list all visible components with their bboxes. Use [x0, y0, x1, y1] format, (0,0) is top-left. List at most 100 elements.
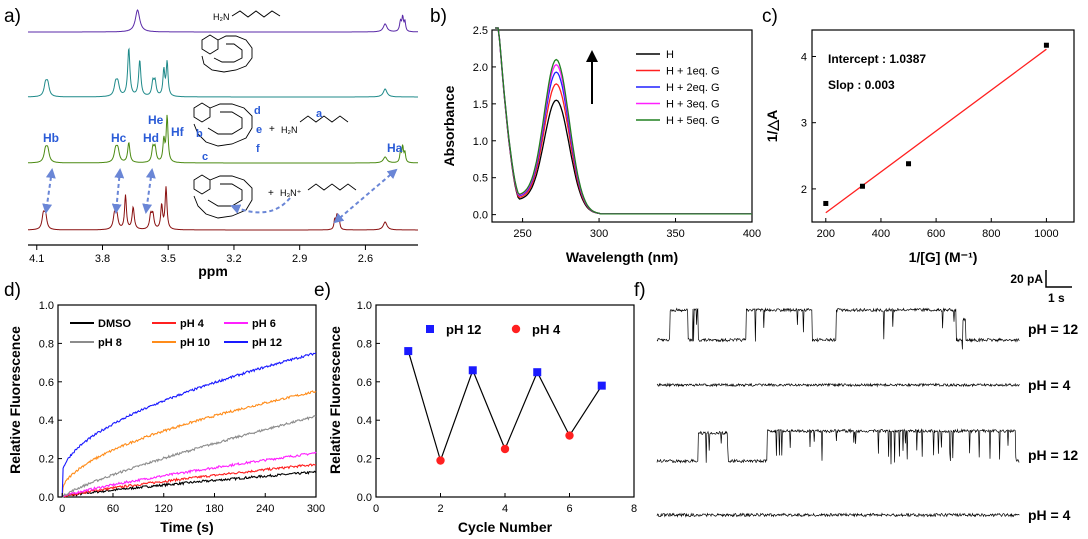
- intercept-annotation: Intercept : 1.0387: [828, 52, 926, 66]
- time-y-tick-label: 0.6: [39, 377, 54, 389]
- time-curve-5: [61, 390, 317, 498]
- cycle-y-tick-label: 0.8: [357, 338, 372, 350]
- nmr-tick-label: 3.8: [95, 253, 110, 265]
- uv-x-tick-label: 350: [666, 228, 684, 240]
- cycle-marks: [404, 347, 606, 465]
- fit-ticks: 200 400 600 800 1000 2 3 4: [801, 51, 1059, 240]
- uv-legend-label: H + 3eq. G: [666, 99, 720, 111]
- time-y-tick-label: 0.2: [39, 454, 54, 466]
- uv-y-tick-label: 2.5: [473, 25, 488, 37]
- amine-group-label: H₂N: [213, 12, 230, 22]
- uv-plot-frame: [491, 29, 753, 223]
- nmr-tick-label: 2.6: [358, 253, 373, 265]
- uv-ticks: 250 300 350 400 0.0 0.5 1.0 1.5 2.0 2.5: [473, 25, 761, 240]
- time-y-tick-label: 0.4: [39, 415, 54, 427]
- fit-plot-marks: [823, 42, 1049, 214]
- time-curve-1: [61, 470, 317, 498]
- nmr-panel: 4.1 3.8 3.5 3.2 2.9 2.6 ppm H₂N + H₂N: [27, 9, 418, 279]
- nmr-tick-label: 2.9: [292, 253, 307, 265]
- uv-y-tick-label: 1.5: [473, 99, 488, 111]
- label-f: f: [256, 143, 260, 155]
- nmr-spectrum-4: [28, 186, 418, 231]
- uv-curve-5: [495, 27, 752, 215]
- time-y-tick-label: 0.8: [39, 338, 54, 350]
- nmr-spectrum-3: [28, 114, 418, 164]
- slope-annotation: Slop : 0.003: [828, 78, 895, 92]
- nmr-spectrum-1: [28, 9, 418, 33]
- nmr-spectrum-2: [27, 47, 418, 98]
- ammonium-label: H₃N⁺: [280, 188, 302, 198]
- nmr-tick-label: 4.1: [29, 253, 44, 265]
- host-guest-structure-1: [193, 102, 349, 147]
- time-x-tick-label: 120: [155, 503, 173, 515]
- scale-bar: [1045, 270, 1072, 288]
- uv-legend-label: H + 2eq. G: [666, 82, 720, 94]
- cycle-panel: 0 2 4 6 8 0.0 0.2 0.4 0.6 0.8 1.0 pH 12 pH 4 Cycle …: [327, 300, 637, 535]
- fluorescence-time-panel: 0 60 120 180 240 300 0.0 0.2 0.4 0.6 0.8 1.0 DMSO pH…: [7, 300, 325, 535]
- label-hd: Hd: [143, 131, 159, 145]
- time-legend-label: pH 6: [252, 318, 276, 330]
- cycle-y-tick-label: 0.6: [357, 377, 372, 389]
- time-y-tick-label: 1.0: [39, 300, 54, 312]
- current-trace-4: [656, 512, 1020, 518]
- fit-y-label: 1/△A: [764, 110, 780, 143]
- scale-time-label: 1 s: [1048, 291, 1065, 305]
- time-legend-label: pH 12: [252, 337, 282, 349]
- time-legend-label: pH 10: [180, 337, 210, 349]
- trace-label-4: pH = 4: [1028, 507, 1071, 523]
- current-trace-1: [656, 307, 1020, 350]
- label-ha: Ha: [387, 141, 403, 155]
- cycle-y-tick-label: 0.2: [357, 454, 372, 466]
- fit-x-tick-label: 200: [817, 228, 835, 240]
- uv-y-label: Absorbance: [441, 85, 457, 166]
- cycle-legend-swatch: [511, 324, 521, 334]
- cycle-point-square: [533, 368, 542, 377]
- cycle-legend: pH 12 pH 4: [426, 322, 561, 337]
- cycle-legend-label: pH 12: [446, 322, 481, 337]
- trace-label-2: pH = 4: [1028, 377, 1071, 393]
- fit-x-tick-label: 1000: [1034, 228, 1058, 240]
- trace-label-1: pH = 12: [1028, 321, 1078, 337]
- fit-x-tick-label: 400: [872, 228, 890, 240]
- time-curve-3: [62, 451, 317, 498]
- time-x-tick-label: 0: [59, 503, 65, 515]
- cycle-y-tick-label: 1.0: [357, 300, 372, 312]
- time-legend-label: DMSO: [98, 318, 131, 330]
- label-hc: Hc: [111, 131, 127, 145]
- cycle-y-tick-label: 0.4: [357, 415, 372, 427]
- time-x-tick-label: 60: [107, 503, 119, 515]
- cycle-point-circle: [500, 444, 510, 454]
- panel-label-d: d): [4, 280, 21, 301]
- nmr-tick-label: 3.2: [226, 253, 241, 265]
- label-he: He: [148, 113, 164, 127]
- cycle-x-tick-label: 2: [437, 503, 443, 515]
- fit-data-point: [823, 200, 829, 206]
- label-d: d: [254, 105, 261, 117]
- cycle-legend-swatch: [426, 325, 434, 333]
- uv-x-tick-label: 300: [590, 228, 608, 240]
- current-trace-2: [656, 382, 1020, 388]
- double-reciprocal-panel: 200 400 600 800 1000 2 3 4 Intercept : 1.0387 S…: [764, 29, 1075, 265]
- fit-data-point: [859, 183, 865, 189]
- scale-current-label: 20 pA: [1010, 272, 1043, 286]
- label-hf: Hf: [171, 125, 185, 139]
- fit-x-label: 1/[G] (M⁻¹): [909, 249, 978, 265]
- nmr-x-ticks: 4.1 3.8 3.5 3.2 2.9 2.6: [29, 245, 373, 265]
- current-traces: [656, 307, 1020, 518]
- trace-label-3: pH = 12: [1028, 447, 1078, 463]
- cycle-y-label: Relative Fluorescence: [327, 326, 343, 474]
- uv-legend: H H + 1eq. G H + 2eq. G H + 3eq. G H + 5eq. …: [636, 49, 720, 127]
- time-y-label: Relative Fluorescence: [7, 326, 23, 474]
- cycle-point-square: [597, 381, 606, 390]
- cycle-x-tick-label: 0: [373, 503, 379, 515]
- current-traces-panel: 20 pA 1 s pH = 12 pH = 4 pH = 12 pH = 4: [656, 270, 1078, 523]
- time-legend-label: pH 8: [98, 337, 122, 349]
- fit-line: [825, 48, 1047, 214]
- time-x-label: Time (s): [160, 519, 213, 535]
- cycle-x-tick-label: 4: [502, 503, 508, 515]
- label-a: a: [316, 108, 323, 120]
- time-legend-label: pH 4: [180, 318, 205, 330]
- cycle-x-label: Cycle Number: [458, 519, 553, 535]
- panel-label-b: b): [430, 6, 447, 27]
